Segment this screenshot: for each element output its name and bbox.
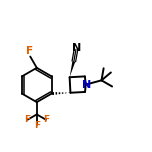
Text: F: F [24, 115, 31, 124]
Text: F: F [34, 121, 40, 130]
Text: F: F [26, 46, 33, 56]
Text: N: N [72, 43, 81, 53]
Text: F: F [43, 115, 49, 124]
Text: N: N [82, 80, 91, 90]
Polygon shape [70, 61, 75, 77]
